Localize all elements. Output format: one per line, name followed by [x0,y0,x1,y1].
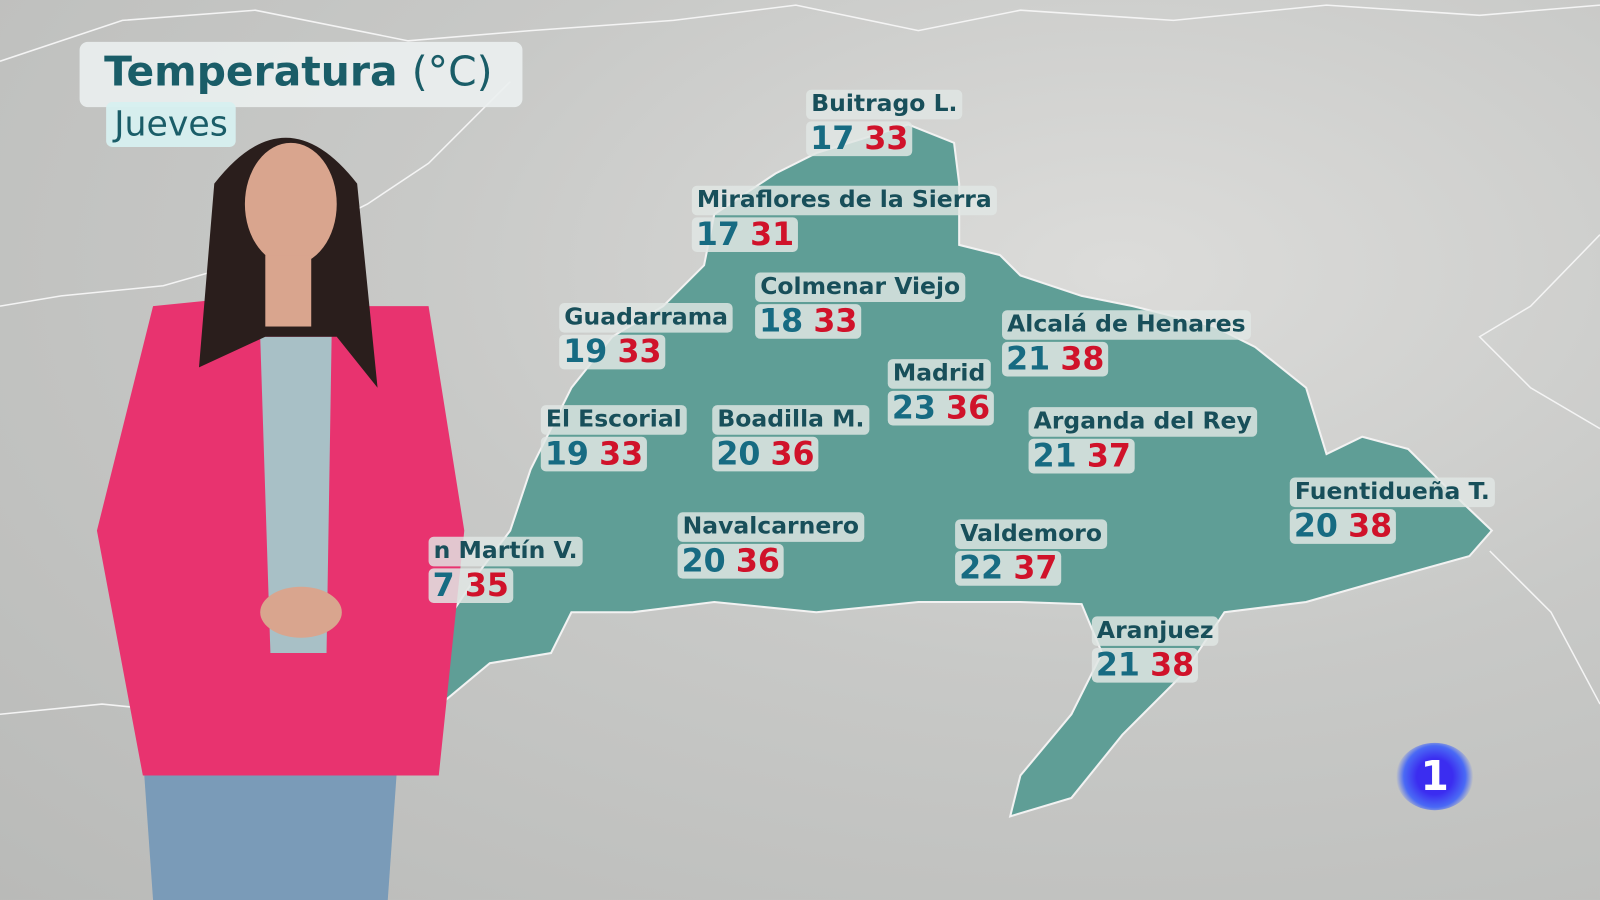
city-name: Arganda del Rey [1028,407,1257,437]
max-temp: 36 [770,435,815,473]
temperature-pair: 20 38 [1289,508,1397,545]
city-label: Arganda del Rey 21 37 [1028,407,1257,475]
temperature-pair: 21 38 [1002,340,1109,378]
max-temp: 37 [1086,437,1131,475]
min-temp: 7 [432,567,455,605]
day-label: Jueves [106,102,236,147]
min-temp: 22 [959,549,1004,587]
city-name: Boadilla M. [712,405,870,435]
province-borders [0,4,1600,716]
city-label: Colmenar Viejo 18 33 [755,272,966,340]
city-name: Buitrago L. [806,89,963,120]
max-temp: 33 [617,333,662,371]
title-panel [79,41,523,108]
city-label: Guadarrama 19 33 [559,303,734,371]
madrid-region [427,123,1494,818]
min-temp: 20 [681,542,726,580]
city-label: Valdemoro 22 37 [955,519,1108,587]
city-name: Alcalá de Henares [1002,310,1251,340]
presenter [96,137,465,900]
city-label: Miraflores de la Sierra 17 31 [691,185,997,254]
city-label: Madrid 23 36 [887,359,995,427]
min-temp: 20 [716,435,761,473]
max-temp: 36 [735,542,780,580]
city-label: Buitrago L. 17 33 [806,89,963,158]
max-temp: 33 [599,435,644,473]
max-temp: 38 [1150,646,1195,684]
city-label: Alcalá de Henares 21 38 [1002,310,1251,378]
max-temp: 33 [864,120,909,158]
city-label: Fuentidueña T. 20 38 [1289,477,1495,545]
max-temp: 31 [750,216,795,254]
max-temp: 38 [1348,508,1393,545]
temperature-pair: 19 33 [540,435,648,473]
max-temp: 38 [1060,340,1105,378]
min-temp: 17 [695,216,740,254]
temperature-pair: 21 38 [1091,646,1199,684]
min-temp: 23 [891,389,936,427]
city-name: Guadarrama [559,303,734,333]
min-temp: 21 [1032,437,1077,475]
city-name: El Escorial [540,405,687,435]
tve-la1-logo: 1 [1395,742,1474,811]
city-label: n Martín V. 7 35 [428,536,583,605]
temperature-pair: 7 35 [428,567,513,605]
title-text: Temperatura [104,48,398,96]
min-temp: 18 [759,303,804,340]
city-name: Madrid [887,359,991,389]
city-name: Colmenar Viejo [755,272,966,303]
city-name: n Martín V. [428,536,583,567]
temperature-pair: 17 31 [691,216,799,254]
temperature-pair: 21 37 [1028,437,1135,475]
city-name: Valdemoro [955,519,1108,549]
temperature-pair: 20 36 [712,435,819,473]
min-temp: 19 [544,435,589,473]
city-label: El Escorial 19 33 [540,405,687,473]
temperature-pair: 18 33 [755,303,862,340]
min-temp: 17 [810,120,855,158]
min-temp: 20 [1293,508,1338,545]
min-temp: 19 [563,333,608,371]
max-temp: 37 [1013,549,1058,587]
city-name: Aranjuez [1091,616,1219,646]
max-temp: 35 [464,567,509,605]
city-label: Boadilla M. 20 36 [712,405,870,473]
city-name: Fuentidueña T. [1289,477,1495,508]
city-name: Miraflores de la Sierra [691,185,997,216]
max-temp: 33 [813,303,858,340]
city-label: Navalcarnero 20 36 [677,512,865,580]
max-temp: 36 [946,389,991,427]
map-title: Temperatura (°C) [104,49,492,96]
min-temp: 21 [1095,646,1140,684]
temperature-pair: 17 33 [806,120,913,158]
min-temp: 21 [1006,340,1051,378]
temperature-pair: 20 36 [677,542,784,580]
temperature-pair: 19 33 [559,333,666,371]
unit-label: (°C) [411,48,493,96]
city-label: Aranjuez 21 38 [1091,616,1219,684]
city-name: Navalcarnero [677,512,865,542]
temperature-pair: 23 36 [887,389,995,427]
temperature-pair: 22 37 [955,549,1062,587]
